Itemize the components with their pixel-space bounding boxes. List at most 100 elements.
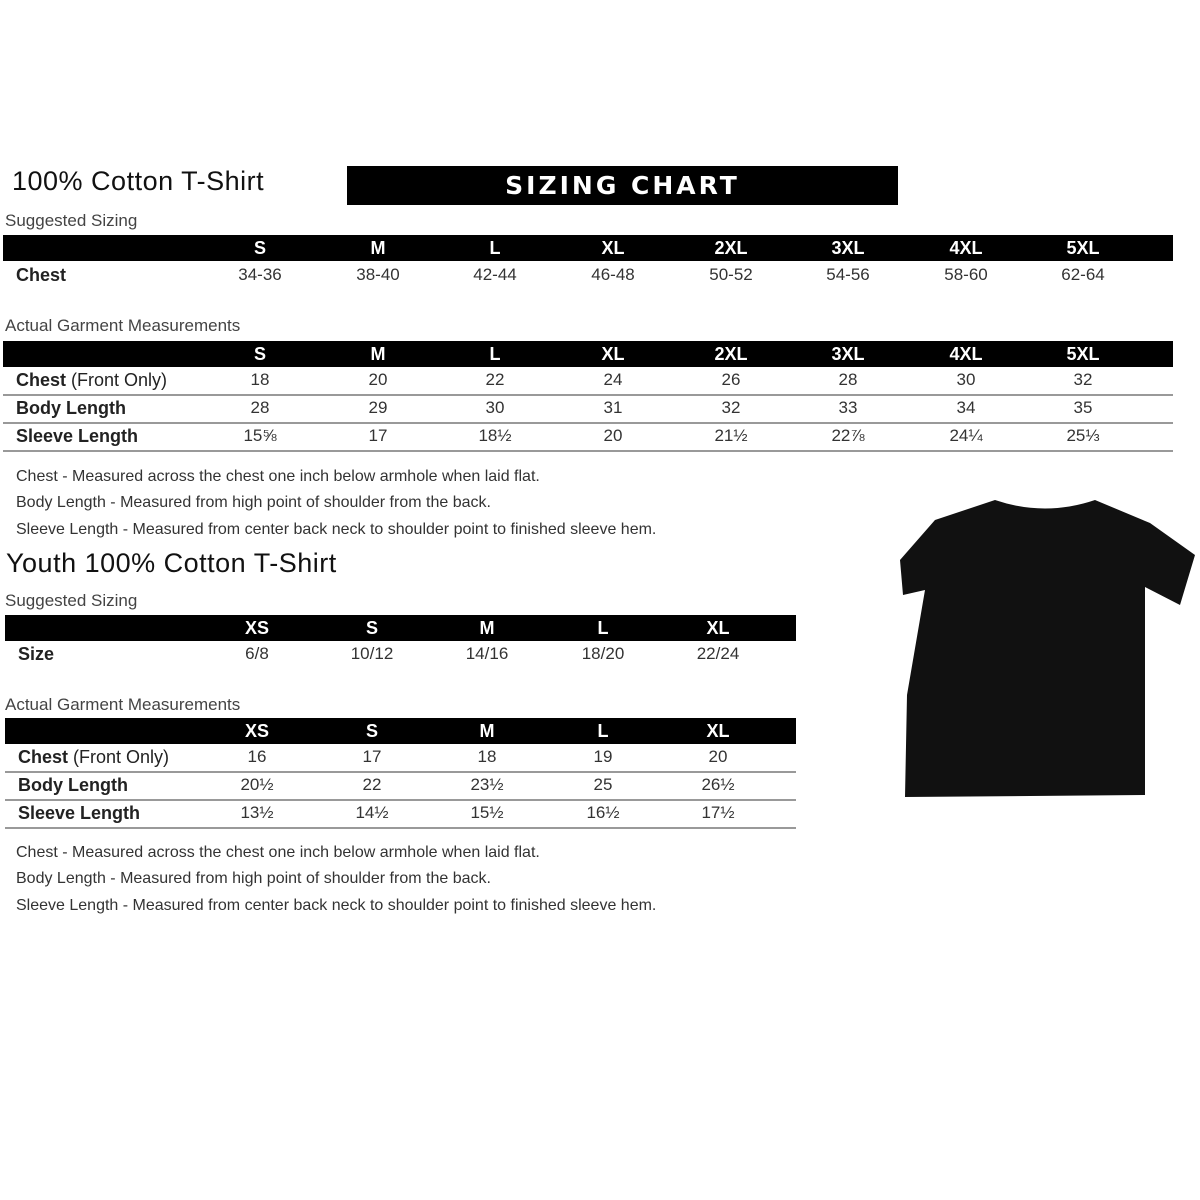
- table-cell: 31: [603, 398, 623, 417]
- size-header: 3XL: [831, 238, 865, 258]
- table-cell: 14½: [355, 803, 389, 822]
- size-header: S: [365, 618, 379, 638]
- size-header: 5XL: [1066, 238, 1100, 258]
- note-text: Chest - Measured across the chest one in…: [16, 844, 540, 861]
- size-header: S: [253, 238, 267, 258]
- table-cell: 30: [956, 370, 976, 389]
- row-label: Chest (Front Only): [16, 366, 167, 394]
- note-text: Chest - Measured across the chest one in…: [16, 468, 540, 485]
- table-cell: 20½: [240, 775, 274, 794]
- table-row: Body Length 28 29 30 31 32 33 34 35: [3, 394, 1173, 424]
- table-cell: 18½: [478, 426, 512, 445]
- youth-suggested-label: Suggested Sizing: [5, 591, 138, 610]
- size-header: XL: [706, 618, 730, 638]
- table-cell: 22/24: [696, 644, 740, 663]
- row-label-note: (Front Only): [68, 747, 170, 767]
- row-label-text: Body Length: [16, 398, 126, 418]
- size-header: M: [370, 238, 386, 258]
- note-text: Sleeve Length - Measured from center bac…: [16, 897, 657, 914]
- table-cell: 15⅝: [243, 426, 277, 445]
- table-cell: 19: [593, 747, 613, 766]
- table-cell: 18: [477, 747, 497, 766]
- size-header: XS: [244, 721, 270, 741]
- table-cell: 34: [956, 398, 976, 417]
- table-row: Sleeve Length 15⅝ 17 18½ 20 21½ 22⅞ 24¼ 25⅓: [3, 422, 1173, 452]
- size-header: 2XL: [714, 238, 748, 258]
- table-cell: 46-48: [591, 265, 635, 284]
- size-header: 5XL: [1066, 344, 1100, 364]
- table-cell: 22⅞: [831, 426, 865, 445]
- size-header: M: [370, 344, 386, 364]
- table-cell: 33: [838, 398, 858, 417]
- adult-suggested-header: S M L XL 2XL 3XL 4XL 5XL: [3, 235, 1173, 261]
- row-label-text: Sleeve Length: [16, 426, 139, 446]
- table-row: Chest (Front Only) 18 20 22 24 26 28 30 32: [3, 366, 1173, 396]
- table-cell: 34-36: [238, 265, 282, 284]
- row-label: Body Length: [16, 394, 126, 422]
- adult-measurements-label: Actual Garment Measurements: [5, 316, 241, 335]
- table-cell: 26½: [701, 775, 735, 794]
- size-header: XL: [706, 721, 730, 741]
- youth-measurements-label: Actual Garment Measurements: [5, 695, 241, 714]
- table-cell: 14/16: [465, 644, 509, 663]
- size-header: 2XL: [714, 344, 748, 364]
- table-cell: 35: [1073, 398, 1093, 417]
- black-tshirt-icon: [900, 500, 1195, 797]
- table-cell: 58-60: [944, 265, 988, 284]
- youth-measurements-header: XS S M L XL: [5, 718, 796, 744]
- table-row: Chest (Front Only) 16 17 18 19 20: [5, 743, 796, 773]
- size-header: S: [253, 344, 267, 364]
- table-cell: 26: [721, 370, 741, 389]
- table-cell: 50-52: [709, 265, 753, 284]
- table-cell: 21½: [714, 426, 748, 445]
- table-cell: 15½: [470, 803, 504, 822]
- table-cell: 18/20: [581, 644, 625, 663]
- size-header: L: [489, 238, 501, 258]
- sizing-chart-banner: SIZING CHART: [347, 166, 898, 205]
- table-cell: 20: [708, 747, 728, 766]
- row-label: Body Length: [18, 771, 128, 799]
- row-label: Sleeve Length: [18, 799, 140, 827]
- adult-measurements-header: S M L XL 2XL 3XL 4XL 5XL: [3, 341, 1173, 367]
- size-header: L: [597, 721, 609, 741]
- table-cell: 28: [838, 370, 858, 389]
- row-label: Chest: [16, 265, 67, 285]
- table-row: Body Length 20½ 22 23½ 25 26½: [5, 771, 796, 801]
- table-cell: 23½: [470, 775, 504, 794]
- table-cell: 17½: [701, 803, 735, 822]
- table-cell: 16: [247, 747, 267, 766]
- table-cell: 18: [250, 370, 270, 389]
- size-header: S: [365, 721, 379, 741]
- size-header: XS: [244, 618, 270, 638]
- table-cell: 20: [603, 426, 623, 445]
- row-label-text: Sleeve Length: [18, 803, 141, 823]
- note-text: Sleeve Length - Measured from center bac…: [16, 521, 657, 538]
- table-cell: 30: [485, 398, 505, 417]
- table-cell: 6/8: [245, 644, 269, 663]
- table-cell: 22: [485, 370, 505, 389]
- size-header: XL: [601, 344, 625, 364]
- table-cell: 29: [368, 398, 388, 417]
- row-label-text: Chest: [16, 370, 67, 390]
- note-text: Body Length - Measured from high point o…: [16, 870, 491, 887]
- youth-title: Youth 100% Cotton T-Shirt: [6, 548, 337, 578]
- table-cell: 22: [362, 775, 382, 794]
- table-cell: 25⅓: [1066, 426, 1100, 445]
- table-cell: 24¼: [949, 426, 983, 445]
- row-label: Sleeve Length: [16, 422, 138, 450]
- table-cell: 10/12: [350, 644, 394, 663]
- size-header: 4XL: [949, 344, 983, 364]
- table-row: Chest 34-36 38-40 42-44 46-48 50-52 54-56 58-60…: [3, 261, 1173, 289]
- youth-suggested-header: XS S M L XL: [5, 615, 796, 641]
- table-row: Sleeve Length 13½ 14½ 15½ 16½ 17½: [5, 799, 796, 829]
- table-cell: 17: [362, 747, 382, 766]
- table-cell: 17: [368, 426, 388, 445]
- size-header: 4XL: [949, 238, 983, 258]
- table-cell: 32: [1073, 370, 1093, 389]
- adult-title: 100% Cotton T-Shirt: [12, 166, 265, 196]
- table-cell: 20: [368, 370, 388, 389]
- size-header: L: [489, 344, 501, 364]
- table-cell: 24: [603, 370, 623, 389]
- row-label: Size: [18, 644, 55, 664]
